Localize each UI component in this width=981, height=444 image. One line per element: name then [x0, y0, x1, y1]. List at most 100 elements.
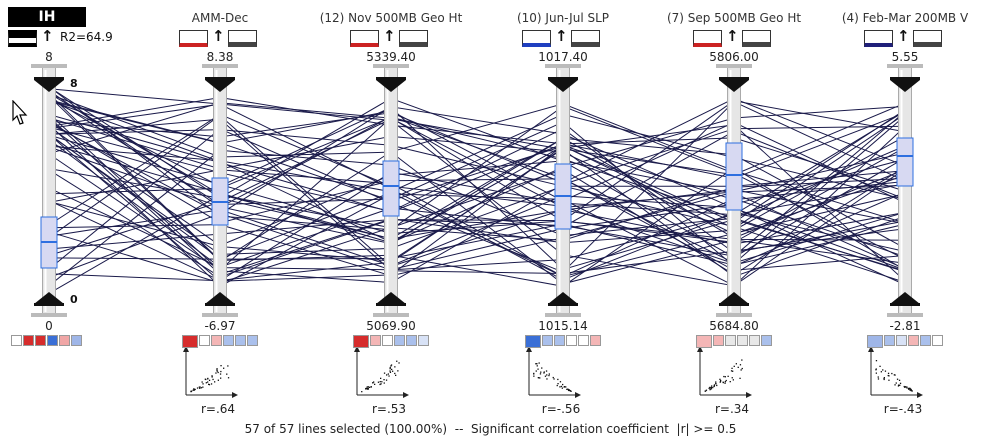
correlation-swatch[interactable] [418, 335, 429, 346]
correlation-swatch[interactable] [199, 335, 210, 346]
record-line[interactable] [48, 96, 906, 267]
correlation-swatch[interactable] [235, 335, 246, 346]
correlation-swatch-row[interactable] [696, 335, 773, 348]
axis-legend-target[interactable] [571, 30, 600, 47]
correlation-swatch-row[interactable] [182, 335, 259, 348]
correlation-swatch[interactable] [737, 335, 748, 346]
axis-legend-selected[interactable] [864, 30, 893, 47]
correlation-swatch[interactable] [47, 335, 58, 346]
correlation-swatch-row[interactable] [525, 335, 602, 348]
correlation-swatch[interactable] [11, 335, 22, 346]
correlation-swatch[interactable] [182, 335, 198, 348]
record-line[interactable] [48, 184, 906, 277]
correlation-swatch[interactable] [23, 335, 34, 346]
record-line[interactable] [48, 169, 906, 278]
record-line[interactable] [48, 102, 906, 262]
axis-legend-target[interactable] [742, 30, 771, 47]
scatter-point [389, 368, 391, 370]
correlation-swatch[interactable] [566, 335, 577, 346]
record-line[interactable] [48, 88, 906, 287]
record-line[interactable] [48, 121, 906, 264]
scatter-point [372, 382, 374, 384]
correlation-swatch[interactable] [725, 335, 736, 346]
axis-legend-target[interactable] [228, 30, 257, 47]
record-line[interactable] [48, 99, 906, 243]
record-line[interactable] [48, 86, 906, 260]
correlation-swatch-row[interactable] [353, 335, 430, 348]
record-line[interactable] [48, 126, 906, 254]
axis-legend-target[interactable] [913, 30, 942, 47]
axis-legend-selected[interactable] [350, 30, 379, 47]
record-line[interactable] [48, 223, 906, 266]
correlation-swatch[interactable] [223, 335, 234, 346]
record-line[interactable] [48, 106, 906, 271]
record-line[interactable] [48, 166, 906, 284]
correlation-swatch[interactable] [867, 335, 883, 348]
correlation-swatch[interactable] [713, 335, 724, 346]
axis-title[interactable]: (10) Jun-Jul SLP [516, 11, 610, 25]
axis-legend-selected[interactable] [693, 30, 722, 47]
record-line[interactable] [48, 137, 906, 249]
correlation-swatch[interactable] [71, 335, 82, 346]
record-line[interactable] [48, 158, 906, 271]
record-line[interactable] [48, 129, 906, 187]
correlation-swatch[interactable] [525, 335, 541, 348]
axis-legend-selected[interactable] [522, 30, 551, 47]
correlation-swatch[interactable] [542, 335, 553, 346]
scatter-point [374, 383, 376, 385]
axis-legend-target[interactable] [399, 30, 428, 47]
correlation-swatch[interactable] [382, 335, 393, 346]
correlation-swatch[interactable] [920, 335, 931, 346]
correlation-swatch[interactable] [932, 335, 943, 346]
correlation-swatch[interactable] [749, 335, 760, 346]
correlation-swatch[interactable] [406, 335, 417, 346]
record-line[interactable] [48, 86, 906, 258]
triangle-down-icon [890, 80, 920, 92]
record-line[interactable] [48, 111, 906, 257]
correlation-swatch[interactable] [896, 335, 907, 346]
record-line[interactable] [48, 116, 906, 220]
scatter-point [543, 371, 545, 373]
correlation-swatch-row[interactable] [867, 335, 944, 348]
axis-title[interactable]: (7) Sep 500MB Geo Ht [666, 11, 802, 25]
axis-title[interactable]: AMM-Dec [191, 11, 249, 25]
record-line[interactable] [48, 96, 906, 179]
record-line[interactable] [48, 114, 906, 213]
record-line[interactable] [48, 110, 906, 278]
record-line[interactable] [48, 90, 906, 271]
record-line[interactable] [48, 137, 906, 240]
correlation-swatch[interactable] [247, 335, 258, 346]
correlation-swatch[interactable] [761, 335, 772, 346]
correlation-swatch[interactable] [35, 335, 46, 346]
axis-title[interactable]: (12) Nov 500MB Geo Ht [319, 11, 463, 25]
record-line[interactable] [48, 100, 906, 204]
correlation-swatch[interactable] [884, 335, 895, 346]
correlation-swatch[interactable] [554, 335, 565, 346]
axis-title[interactable]: (4) Feb-Mar 200MB V [841, 11, 969, 25]
record-line[interactable] [48, 117, 906, 271]
axis-bottom-handle-bar [376, 303, 406, 306]
correlation-swatch[interactable] [211, 335, 222, 346]
correlation-swatch[interactable] [908, 335, 919, 346]
target-variable-label[interactable]: IH [8, 7, 86, 27]
record-line[interactable] [48, 113, 906, 284]
record-line[interactable] [48, 95, 906, 263]
correlation-swatch[interactable] [59, 335, 70, 346]
correlation-swatch[interactable] [696, 335, 712, 348]
record-line[interactable] [48, 117, 906, 235]
correlation-swatch-row[interactable] [11, 335, 83, 347]
scatter-point [367, 388, 369, 390]
correlation-swatch[interactable] [370, 335, 381, 346]
correlation-swatch[interactable] [394, 335, 405, 346]
correlation-swatch[interactable] [353, 335, 369, 348]
axis-legend-selected[interactable] [179, 30, 208, 47]
correlation-swatch[interactable] [578, 335, 589, 346]
correlation-swatch[interactable] [590, 335, 601, 346]
axis-legend-selected[interactable] [8, 30, 37, 47]
record-line[interactable] [48, 177, 906, 294]
record-line[interactable] [48, 92, 906, 240]
record-line[interactable] [48, 113, 906, 200]
record-line[interactable] [48, 101, 906, 273]
record-line[interactable] [48, 130, 906, 268]
